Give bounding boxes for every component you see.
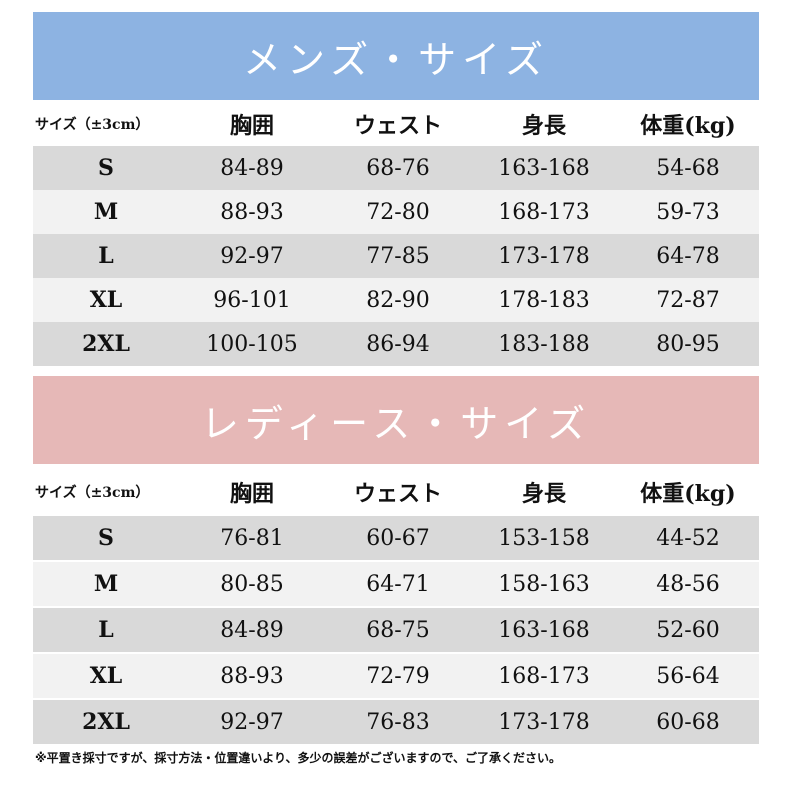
chest-cell: 92-97 [220,709,284,735]
chest-cell: 88-93 [220,199,284,225]
waist-cell: 72-80 [366,199,430,225]
size-cell: 2XL [82,709,130,735]
header-height: 身長 [521,113,566,139]
header-size: サイズ（±3cm） [35,485,150,501]
table-row: S 84-89 68-76 163-168 54-68 [33,146,759,190]
table-row: 2XL 92-97 76-83 173-178 60-68 [33,700,759,744]
chest-cell: 100-105 [206,331,298,357]
weight-cell: 56-64 [656,663,720,689]
size-cell: S [98,525,114,551]
mens-header-row: サイズ（±3cm） 胸囲 ウェスト 身長 体重(kg) [33,102,759,146]
waist-cell: 76-83 [366,709,430,735]
weight-cell: 72-87 [656,287,720,313]
waist-cell: 72-79 [366,663,430,689]
table-row: L 92-97 77-85 173-178 64-78 [33,234,759,278]
weight-cell: 80-95 [656,331,720,357]
ladies-size-title: レディース・サイズ [200,401,592,446]
table-row: M 80-85 64-71 158-163 48-56 [33,562,759,606]
chest-cell: 80-85 [220,571,284,597]
waist-cell: 64-71 [366,571,430,597]
weight-cell: 44-52 [656,525,720,551]
height-cell: 168-173 [498,663,590,689]
weight-cell: 52-60 [656,617,720,643]
size-cell: L [98,617,114,643]
size-cell: M [93,571,119,597]
table-row: XL 88-93 72-79 168-173 56-64 [33,654,759,698]
header-chest: 胸囲 [229,113,274,139]
header-size: サイズ（±3cm） [35,117,150,133]
chest-cell: 76-81 [220,525,284,551]
height-cell: 163-168 [498,617,590,643]
table-row: 2XL 100-105 86-94 183-188 80-95 [33,322,759,366]
table-row: S 76-81 60-67 153-158 44-52 [33,516,759,560]
size-cell: XL [89,663,123,689]
chest-cell: 96-101 [213,287,291,313]
chest-cell: 92-97 [220,243,284,269]
waist-cell: 60-67 [366,525,430,551]
weight-cell: 48-56 [656,571,720,597]
header-weight: 体重(kg) [640,113,736,139]
height-cell: 158-163 [498,571,590,597]
waist-cell: 68-76 [366,155,430,181]
header-waist: ウェスト [353,481,442,507]
header-chest: 胸囲 [229,481,274,507]
header-weight: 体重(kg) [640,481,736,507]
header-waist: ウェスト [353,113,442,139]
table-row: L 84-89 68-75 163-168 52-60 [33,608,759,652]
height-cell: 178-183 [498,287,590,313]
waist-cell: 77-85 [366,243,430,269]
weight-cell: 64-78 [656,243,720,269]
height-cell: 173-178 [498,243,590,269]
ladies-size-banner: レディース・サイズ [33,376,759,464]
waist-cell: 68-75 [366,617,430,643]
height-cell: 163-168 [498,155,590,181]
height-cell: 168-173 [498,199,590,225]
height-cell: 183-188 [498,331,590,357]
ladies-header-row: サイズ（±3cm） 胸囲 ウェスト 身長 体重(kg) [33,470,759,514]
size-cell: 2XL [82,331,130,357]
weight-cell: 54-68 [656,155,720,181]
measurement-note: ※平置き採寸ですが、採寸方法・位置違いより、多少の誤差がございますので、ご了承く… [35,751,561,765]
table-row: M 88-93 72-80 168-173 59-73 [33,190,759,234]
mens-size-title: メンズ・サイズ [242,37,550,82]
height-cell: 153-158 [498,525,590,551]
weight-cell: 59-73 [656,199,720,225]
mens-size-banner: メンズ・サイズ [33,12,759,100]
chest-cell: 84-89 [220,155,284,181]
header-height: 身長 [521,481,566,507]
size-cell: XL [89,287,123,313]
table-row: XL 96-101 82-90 178-183 72-87 [33,278,759,322]
chest-cell: 84-89 [220,617,284,643]
height-cell: 173-178 [498,709,590,735]
weight-cell: 60-68 [656,709,720,735]
size-cell: M [93,199,119,225]
size-cell: L [98,243,114,269]
waist-cell: 86-94 [366,331,430,357]
size-cell: S [98,155,114,181]
chest-cell: 88-93 [220,663,284,689]
waist-cell: 82-90 [366,287,430,313]
